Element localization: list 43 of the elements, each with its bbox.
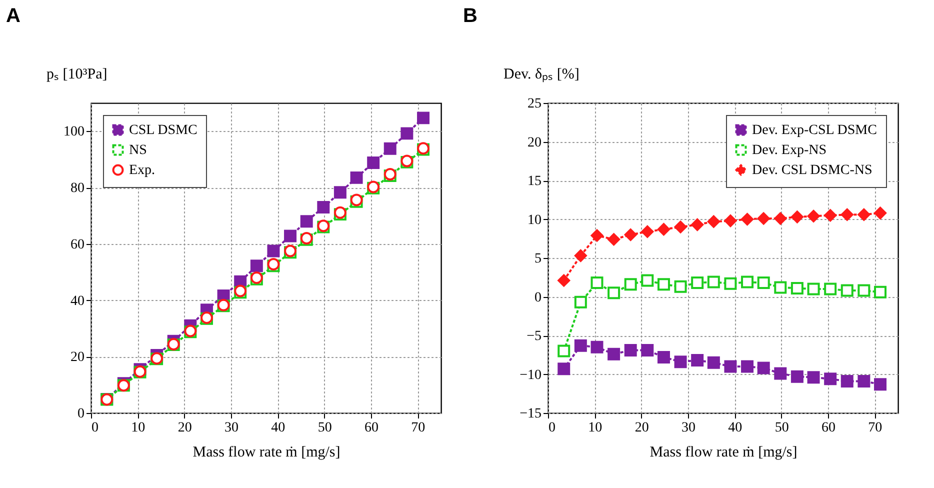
y-tick-label: 15: [528, 174, 542, 189]
legend-label: Dev. Exp-CSL DSMC: [752, 123, 877, 138]
legend-label: Exp.: [129, 163, 156, 178]
y-tick-label: 60: [70, 237, 84, 252]
y-axis-title: pₛ [10³Pa]: [46, 66, 108, 82]
x-tick-label: 50: [318, 420, 332, 436]
y-tick-label: 80: [70, 181, 84, 196]
legend-label: Dev. CSL DSMC-NS: [752, 163, 872, 178]
y-tick-label: 5: [534, 252, 542, 266]
x-tick-label: 30: [682, 420, 696, 436]
x-tick-label: 40: [728, 420, 742, 436]
y-tick-label: 0: [78, 406, 84, 422]
y-tick-label: −10: [520, 368, 542, 383]
x-tick-label: 10: [588, 420, 602, 436]
x-tick-label: 30: [224, 420, 238, 436]
x-tick-label: 10: [131, 420, 146, 436]
x-axis-title: Mass flow rate ṁ [mg/s]: [192, 444, 340, 460]
x-axis-title: Mass flow rate ṁ [mg/s]: [650, 444, 798, 460]
y-tick-label: 10: [528, 212, 542, 228]
legend-label: CSL DSMC: [129, 123, 198, 138]
x-tick-label: 50: [774, 420, 789, 436]
chart-title: B: [463, 5, 478, 27]
y-tick-label: 20: [528, 135, 542, 150]
y-tick-label: 0: [534, 290, 542, 306]
x-tick-label: 60: [364, 420, 378, 436]
y-tick-label: 40: [70, 294, 84, 309]
x-tick-label: 60: [822, 420, 836, 436]
y-tick-label: −5: [526, 329, 542, 344]
y-tick-label: 100: [64, 124, 84, 140]
x-tick-label: 20: [178, 420, 192, 436]
y-axis-title: Dev. δₚₛ [%]: [504, 66, 580, 82]
legend-label: NS: [129, 143, 147, 158]
x-tick-label: 0: [548, 420, 556, 436]
x-tick-label: 40: [271, 420, 286, 436]
x-tick-label: 0: [92, 420, 98, 436]
x-tick-label: 70: [411, 420, 426, 436]
y-tick-label: −15: [520, 406, 542, 422]
x-tick-label: 20: [634, 420, 649, 436]
legend-label: Dev. Exp-NS: [752, 143, 827, 158]
x-tick-label: 70: [868, 420, 882, 436]
y-tick-label: 20: [70, 350, 84, 366]
chart-title: A: [6, 5, 20, 27]
y-tick-label: 25: [528, 96, 542, 112]
